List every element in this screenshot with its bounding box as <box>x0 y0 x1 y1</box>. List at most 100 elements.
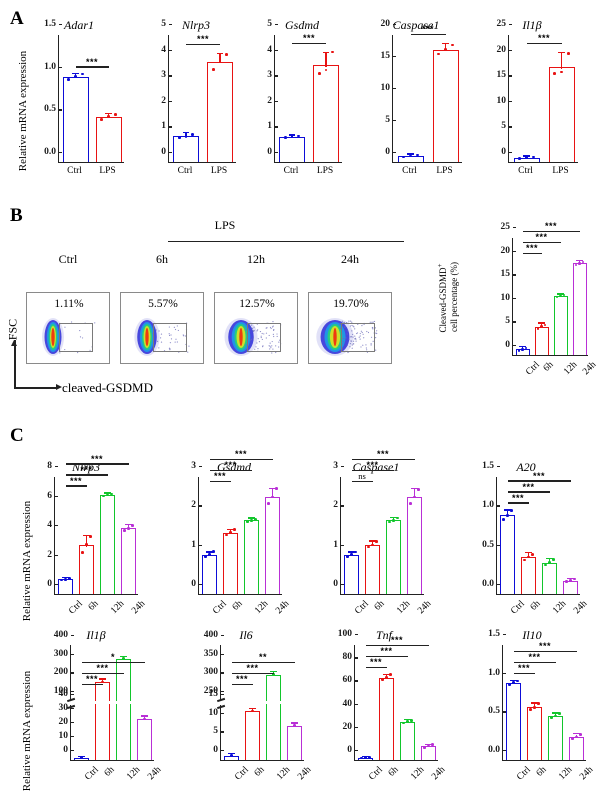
sig-stars: *** <box>246 663 259 673</box>
y-tick-label: 1.5 <box>482 461 500 471</box>
flow-plot-12h[interactable]: 12.57% <box>214 292 298 364</box>
plot-axes: 0 20 40 60 80 100 *** *** *** <box>338 629 438 761</box>
error-cap-Ctrl <box>348 551 355 553</box>
y-tick-label: 2 <box>333 500 344 510</box>
y-tick-label: 25 <box>497 19 512 29</box>
flow-gate-12h[interactable] <box>247 323 281 352</box>
x-tick-label-24h: 24h <box>273 599 291 617</box>
x-tick-label-24h: 24h <box>571 599 589 617</box>
data-point-24h <box>417 488 420 491</box>
flow-plot-Ctrl[interactable]: 1.11% <box>26 292 110 364</box>
sig-line <box>410 33 446 36</box>
data-point-Ctrl <box>74 75 77 78</box>
data-point-Ctrl <box>512 681 515 684</box>
data-point-12h <box>559 294 562 298</box>
data-point-6h <box>385 676 388 679</box>
bar-upper-6h <box>95 682 110 701</box>
plot-axes: 0 1 2 3 ns *** *** <box>333 449 424 595</box>
error-cap-24h <box>567 577 574 580</box>
sig-stars: *** <box>96 663 109 673</box>
bar-12h <box>386 520 401 594</box>
chart-title: Il1β <box>86 628 106 642</box>
x-tick-label-6h: 6h <box>230 599 245 613</box>
plot-area: Ctrl LPS 0.0 0.5 1.0 1.5 *** <box>30 19 128 197</box>
data-point-Ctrl <box>230 754 233 757</box>
y-tick-label: 1.5 <box>488 629 506 639</box>
data-point-Ctrl <box>60 578 63 582</box>
data-point-LPS <box>225 53 229 56</box>
error-bar-Ctrl <box>506 510 509 517</box>
y-tick-label: 3 <box>267 70 278 80</box>
data-point-24h <box>293 724 296 727</box>
flow-plot-6h[interactable]: 5.57% <box>120 292 204 364</box>
data-point-LPS <box>566 52 570 55</box>
flow-x-axis-arrow-icon <box>56 384 62 390</box>
y-tick-label: 60 <box>343 675 358 685</box>
y-tick-label: 0 <box>333 579 344 589</box>
sig-line <box>351 469 394 471</box>
data-point-24h <box>409 502 412 505</box>
y-tick-label: 1 <box>191 540 202 550</box>
flow-label-6h: 6h <box>156 252 168 266</box>
chart-Il1β: Il1β Ctrl LPS 0 5 10 15 20 25 *** <box>482 18 582 197</box>
x-tick-label-6h: 6h <box>528 599 543 613</box>
error-cap-12h <box>404 718 411 721</box>
error-cap-Ctrl <box>504 509 511 511</box>
sig-line <box>513 672 535 675</box>
data-point-6h <box>537 702 540 705</box>
error-cap-Ctrl <box>288 134 296 136</box>
bar-lower-12h <box>116 704 131 760</box>
y-tick-label: 80 <box>343 652 358 662</box>
x-tick-label-Ctrl: Ctrl <box>508 599 527 617</box>
bar-Ctrl <box>279 136 305 162</box>
sig-line <box>186 43 220 45</box>
plot-axes: 0 2 4 6 8 *** *** *** <box>47 454 138 595</box>
bar-Ctrl <box>62 76 89 162</box>
error-cap-24h <box>411 487 418 489</box>
error-bar-LPS <box>560 53 563 69</box>
y-tick-label: 20 <box>381 19 396 29</box>
x-tick-label-Ctrl: Ctrl <box>66 599 85 617</box>
y-tick-label: 20 <box>343 722 358 732</box>
flow-gate-6h[interactable] <box>153 323 187 352</box>
data-point-Ctrl <box>502 517 505 521</box>
bar-LPS <box>548 66 575 162</box>
plot-area: Ctrl 6h 12h 24h 0 1 2 3 ns *** *** <box>320 449 433 629</box>
bar-12h <box>542 562 557 594</box>
error-cap-12h <box>390 516 397 519</box>
error-cap-LPS <box>105 112 112 115</box>
sig-stars: *** <box>390 635 403 646</box>
data-point-6h <box>540 325 543 328</box>
data-point-Ctrl <box>64 577 67 581</box>
y-tick-label-lower: 5 <box>213 726 224 736</box>
y-tick-label: 0.0 <box>44 147 62 157</box>
sig-line <box>507 480 571 482</box>
error-bar-12h <box>548 559 551 564</box>
data-point-6h <box>81 551 84 554</box>
flow-density-plot <box>316 318 378 356</box>
flow-percent-6h: 5.57% <box>148 298 178 310</box>
y-tick-label: 15 <box>381 51 396 61</box>
sig-stars: *** <box>522 481 535 492</box>
data-point-Ctrl <box>204 554 207 558</box>
data-point-6h <box>225 533 228 537</box>
plot-area: Ctrl 6h 12h 24h 0.0 0.5 1.0 1.5 *** *** *** <box>468 461 589 629</box>
x-tick-label-24h: 24h <box>145 765 163 783</box>
data-point-Ctrl <box>409 154 412 158</box>
y-tick-label-lower: 30 <box>59 703 74 713</box>
y-tick-label: 20 <box>501 246 516 256</box>
y-tick-label: 1 <box>333 540 344 550</box>
error-cap-Ctrl <box>519 346 526 348</box>
plot-axes: 0 1 2 3 4 5 *** <box>267 19 342 163</box>
x-tick-label-24h: 24h <box>580 360 598 378</box>
data-point-12h <box>544 563 547 567</box>
y-tick-label: 2 <box>47 550 58 560</box>
sig-stars: * <box>110 652 115 662</box>
x-tick-label-12h: 12h <box>108 599 126 617</box>
flow-plot-24h[interactable]: 19.70% <box>308 292 392 364</box>
y-label-text-1: Cleaved-GSDMD <box>438 267 448 333</box>
sig-line <box>231 672 274 674</box>
flow-gate-Ctrl[interactable] <box>59 323 93 352</box>
x-tick-label-LPS: LPS <box>316 166 334 176</box>
flow-gate-24h[interactable] <box>341 323 375 352</box>
